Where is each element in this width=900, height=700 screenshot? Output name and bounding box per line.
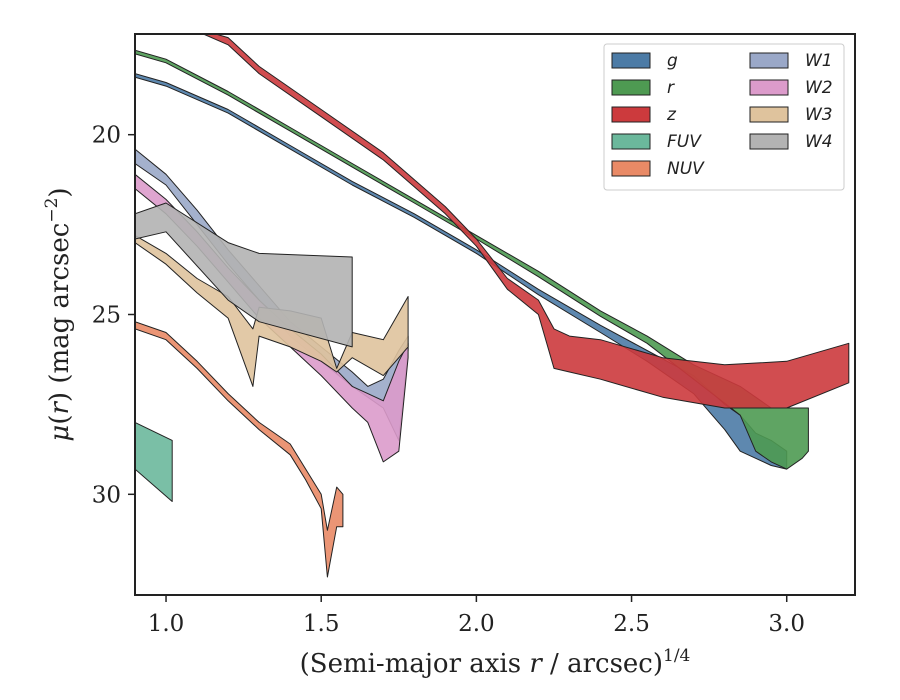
legend-swatch-w2 [749,79,789,96]
x-tick-label: 2.5 [613,611,650,637]
x-tick-label: 1.5 [303,611,340,637]
legend-label-r: r [667,78,675,98]
x-tick-label: 1.0 [148,611,185,637]
bands-layer [135,34,850,578]
y-tick-label: 20 [92,123,121,149]
legend-label-nuv: NUV [667,159,705,179]
legend-swatch-r [611,79,651,96]
legend-label-w4: W4 [805,132,833,152]
y-tick-label: 30 [92,482,121,508]
legend-label-z: z [666,105,677,125]
x-tick-label: 2.0 [458,611,495,637]
legend-swatch-z [611,106,651,123]
legend: grz FUV NUV W1 W2 W3 W4 [603,43,845,191]
band-z [135,34,850,409]
y-axis-label: μ(r) (mag arcsec−2) [42,187,75,441]
x-axis-label: (Semi-major axis r / arcsec)1/4 [300,646,691,679]
legend-label-w3: W3 [805,105,833,125]
legend-swatch-w1 [749,52,789,69]
x-tick-label: 3.0 [768,611,805,637]
ticks-layer: 1.0 1.5 2.0 2.5 3.0 20 25 30 [92,123,805,637]
band-nuv [135,321,344,578]
band-w4 [135,202,353,348]
legend-swatch-w3 [749,106,789,123]
legend-swatch-nuv [611,160,651,177]
band-fuv [135,421,173,502]
legend-swatch-g [611,52,651,69]
legend-label-g: g [667,51,678,71]
legend-swatch-fuv [611,133,651,150]
legend-label-w2: W2 [805,78,833,98]
legend-label-w1: W1 [805,51,833,71]
y-tick-label: 25 [92,303,121,329]
legend-swatch-w4 [749,133,789,150]
legend-label-fuv: FUV [667,132,702,152]
